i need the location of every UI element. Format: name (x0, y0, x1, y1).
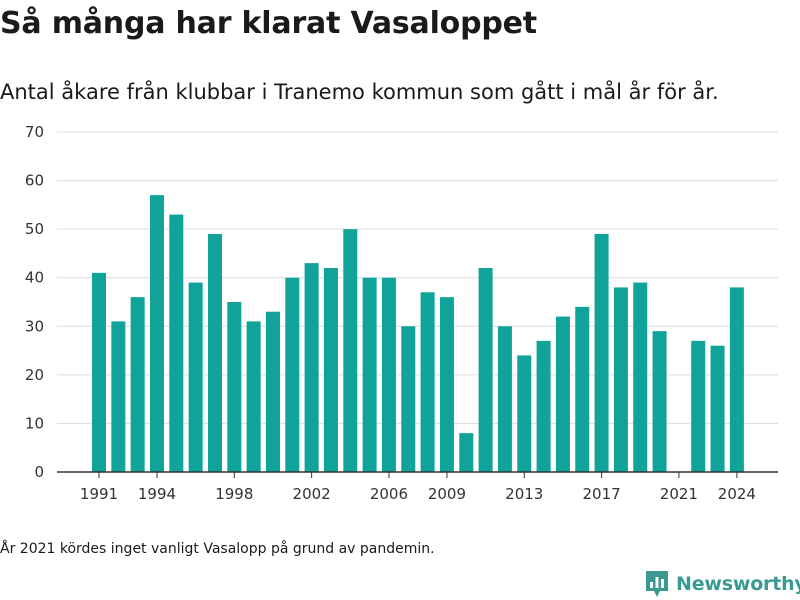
bar-2016 (575, 306, 590, 472)
bar-1996 (188, 282, 203, 472)
footnote: År 2021 kördes inget vanligt Vasalopp på… (0, 541, 435, 557)
y-tick-label: 30 (25, 317, 44, 335)
y-tick-label: 40 (25, 269, 44, 287)
x-tick-label: 2002 (293, 485, 331, 503)
x-tick-label: 2006 (370, 485, 408, 503)
brand-name: Newsworthy (676, 573, 800, 595)
bar-2002 (304, 263, 319, 472)
bar-1992 (111, 321, 126, 472)
x-tick-label: 1991 (80, 485, 118, 503)
bar-2010 (459, 433, 474, 472)
bar-2001 (285, 277, 300, 472)
x-tick-label: 2013 (505, 485, 543, 503)
bar-2005 (362, 277, 377, 472)
bar-2020 (652, 331, 667, 472)
y-tick-label: 20 (25, 366, 44, 384)
y-axis-labels: 0 10 20 30 40 50 60 70 (25, 123, 44, 481)
chart-title: Så många har klarat Vasaloppet (0, 6, 537, 41)
bar-2024 (729, 287, 744, 472)
bar-chart: 0 10 20 30 40 50 60 70 1991 1994 1998 2002 2006 2009… (25, 123, 778, 503)
bar-2003 (323, 268, 338, 472)
chart-subtitle: Antal åkare från klubbar i Tranemo kommu… (0, 80, 719, 104)
bar-chart-pin-icon (646, 571, 668, 597)
bar-2015 (555, 316, 570, 472)
bar-1997 (207, 234, 222, 472)
bar-1998 (227, 302, 242, 472)
bar-2023 (710, 345, 725, 472)
x-tick-label: 2017 (582, 485, 620, 503)
bar-1993 (130, 297, 145, 472)
y-tick-label: 10 (25, 414, 44, 432)
bar-2022 (691, 340, 706, 472)
bar-2017 (594, 234, 609, 472)
y-tick-label: 0 (34, 463, 44, 481)
bar-2007 (401, 326, 416, 472)
x-axis: 1991 1994 1998 2002 2006 2009 2013 2017 2021 2024 (57, 471, 778, 503)
bar-1995 (169, 214, 184, 473)
bar-2018 (613, 287, 628, 472)
bar-2013 (517, 355, 532, 472)
brand-logo: Newsworthy (644, 569, 800, 599)
x-tick-label: 2009 (428, 485, 466, 503)
y-tick-label: 50 (25, 220, 44, 238)
bar-2000 (265, 311, 280, 472)
bar-2011 (478, 268, 493, 472)
bar-2019 (633, 282, 648, 472)
bars (92, 195, 744, 473)
grid-lines (57, 131, 778, 424)
x-tick-label: 2021 (660, 485, 698, 503)
y-tick-label: 60 (25, 172, 44, 190)
bar-2008 (420, 292, 435, 472)
x-tick-label: 1998 (215, 485, 253, 503)
bar-1999 (246, 321, 261, 472)
x-tick-label: 2024 (718, 485, 756, 503)
bar-1994 (149, 195, 164, 472)
bar-2014 (536, 340, 551, 472)
x-tick-label: 1994 (138, 485, 176, 503)
bar-1991 (92, 272, 106, 472)
bar-2004 (343, 229, 358, 472)
bar-2012 (497, 326, 512, 472)
y-tick-label: 70 (25, 123, 44, 141)
bar-2006 (381, 277, 396, 472)
bar-2009 (439, 297, 454, 472)
